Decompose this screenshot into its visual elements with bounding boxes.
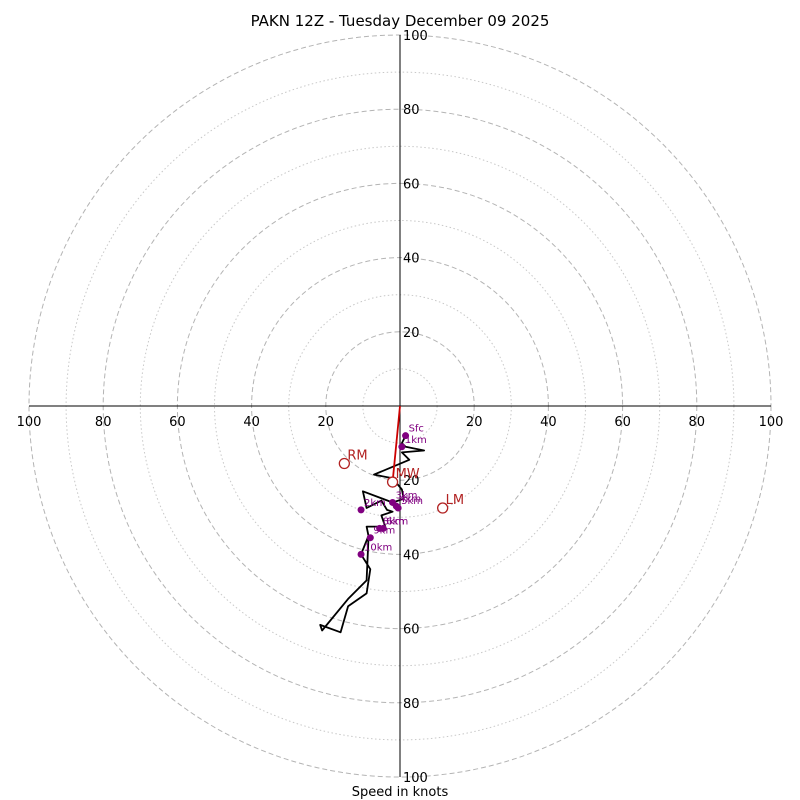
storm-motion-label-RM: RM — [347, 449, 367, 464]
height-marker-5km — [394, 504, 402, 512]
tick-label-west-100: 100 — [17, 415, 42, 430]
height-marker-2km — [357, 506, 365, 514]
height-label-Sfc: Sfc — [409, 424, 424, 435]
height-marker-1km — [398, 443, 406, 451]
height-label-10km: 10km — [364, 542, 392, 553]
storm-motion-label-LM: LM — [446, 493, 464, 508]
storm-motion-label-MW: MW — [396, 467, 420, 482]
tick-label-east-40: 40 — [540, 415, 557, 430]
hodograph-trace — [319, 435, 426, 634]
height-label-5km: 5km — [401, 496, 423, 507]
storm-motion-marker-LM — [437, 502, 449, 514]
tick-label-south-40: 40 — [403, 548, 420, 563]
tick-label-south-60: 60 — [403, 623, 420, 638]
height-label-2km: 2km — [364, 498, 386, 509]
hodograph-line — [319, 435, 426, 634]
tick-label-east-80: 80 — [689, 415, 706, 430]
tick-label-east-60: 60 — [614, 415, 631, 430]
tick-label-north-80: 80 — [403, 103, 420, 118]
height-marker-10km — [357, 550, 365, 558]
chart-title: PAKN 12Z - Tuesday December 09 2025 — [251, 12, 550, 30]
tick-label-south-100: 100 — [403, 771, 428, 786]
storm-motion-marker-RM — [338, 457, 351, 470]
storm-motion-markers: RM MW LM — [338, 449, 464, 514]
tick-label-north-20: 20 — [403, 326, 420, 341]
tick-label-north-40: 40 — [403, 252, 420, 267]
height-label-8km: 8km — [383, 516, 405, 527]
height-marker-9km — [366, 534, 374, 542]
tick-label-east-100: 100 — [759, 415, 784, 430]
height-marker-Sfc — [402, 432, 410, 440]
tick-label-west-80: 80 — [95, 415, 112, 430]
tick-label-south-80: 80 — [403, 697, 420, 712]
tick-label-west-20: 20 — [318, 415, 335, 430]
tick-label-north-60: 60 — [403, 177, 420, 192]
tick-label-south-20: 20 — [403, 474, 420, 489]
tick-label-north-100: 100 — [403, 29, 428, 44]
height-label-4km: 4km — [399, 494, 421, 505]
mean-wind-vector-line — [391, 405, 401, 483]
tick-label-east-20: 20 — [466, 415, 483, 430]
height-label-3km: 3km — [396, 490, 418, 501]
height-marker-8km — [376, 524, 384, 532]
height-label-9km: 9km — [373, 526, 395, 537]
height-label-1km: 1km — [405, 435, 427, 446]
tick-label-west-40: 40 — [243, 415, 260, 430]
tick-label-west-60: 60 — [169, 415, 186, 430]
height-label-6km: 6km — [386, 516, 408, 527]
storm-motion-marker-MW — [386, 476, 399, 488]
mean-wind-vector — [391, 405, 401, 483]
tick-labels: 20 20 20 20 40 40 40 40 60 60 60 60 80 80 80 80 100 100 10… — [17, 29, 784, 786]
x-axis-label: Speed in knots — [352, 785, 449, 800]
